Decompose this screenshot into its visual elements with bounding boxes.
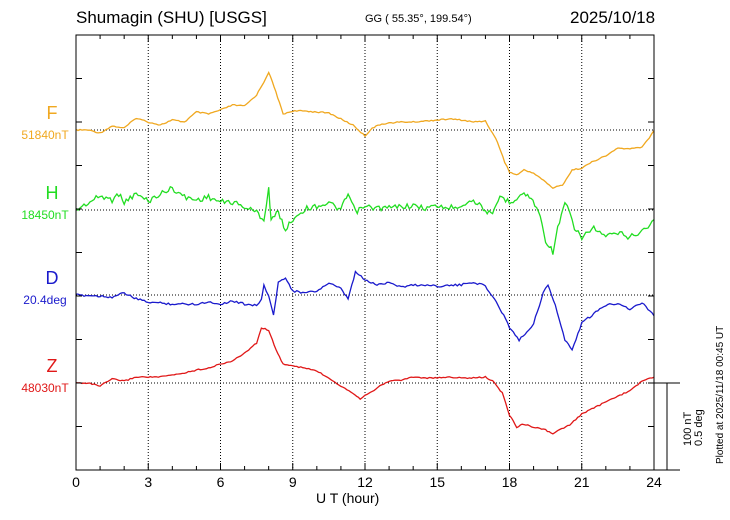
x-tick-label: 18 xyxy=(502,474,518,490)
scale-bar-deg-label: 0.5 deg xyxy=(693,409,705,446)
x-tick-label: 6 xyxy=(217,474,225,490)
series-name-h: H xyxy=(45,183,59,203)
baseline-label-h: 18450nT xyxy=(21,208,69,222)
x-tick-label: 15 xyxy=(429,474,445,490)
series-line-h xyxy=(75,185,655,255)
baseline-label-f: 51840nT xyxy=(21,128,69,142)
x-axis-title: U T (hour) xyxy=(316,490,380,506)
series-name-d: D xyxy=(45,268,59,288)
grid-layer xyxy=(76,35,654,470)
plotted-timestamp: Plotted at 2025/11/18 00:45 UT xyxy=(715,325,726,464)
x-tick-label: 3 xyxy=(144,474,152,490)
baseline-label-z: 48030nT xyxy=(21,381,69,395)
series-name-f: F xyxy=(46,103,58,123)
series-name-z: Z xyxy=(46,356,58,376)
x-tick-label: 0 xyxy=(72,474,80,490)
series-line-f xyxy=(75,70,655,189)
series-layer xyxy=(75,70,655,435)
series-line-d xyxy=(75,270,655,352)
date-label: 2025/10/18 xyxy=(570,8,656,27)
series-line-z xyxy=(75,327,655,435)
axis-layer: 0 3 6 9 12 15 18 21 24 xyxy=(72,34,680,490)
station-title: Shumagin (SHU) [USGS] xyxy=(76,8,267,27)
x-tick-label: 24 xyxy=(646,474,662,490)
x-tick-label: 12 xyxy=(357,474,373,490)
baseline-label-d: 20.4deg xyxy=(23,293,67,307)
x-tick-label: 9 xyxy=(289,474,297,490)
x-tick-label: 21 xyxy=(574,474,590,490)
coordinates-label: GG ( 55.35°, 199.54°) xyxy=(365,13,472,25)
